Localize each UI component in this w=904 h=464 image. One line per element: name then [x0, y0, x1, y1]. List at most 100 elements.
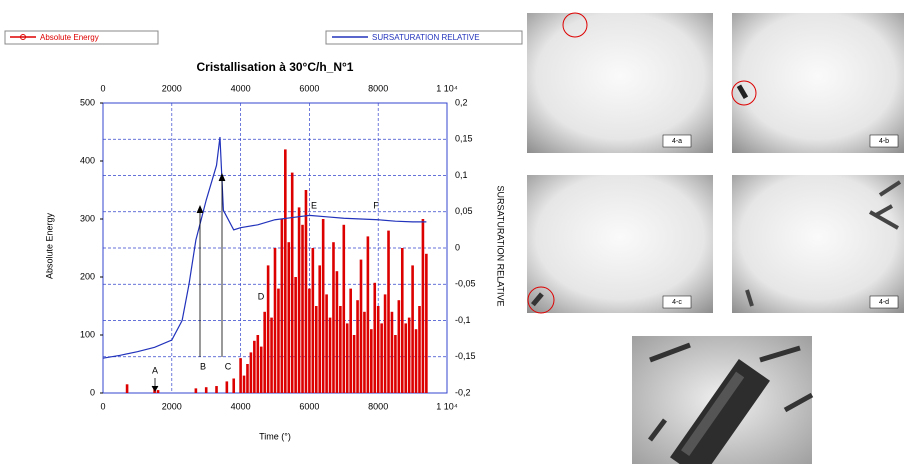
bar	[349, 288, 352, 393]
legend-label: SURSATURATION RELATIVE	[372, 33, 480, 42]
bar	[414, 329, 418, 393]
y-tick-label: 400	[80, 155, 95, 165]
annotation: D	[258, 291, 265, 301]
y-tick-label: 100	[80, 329, 95, 339]
bar	[242, 375, 246, 393]
bar	[380, 323, 383, 393]
chart-title: Cristallisation à 30°C/h_N°1	[197, 60, 354, 74]
y2-tick-label: -0,15	[455, 351, 476, 361]
x-axis-label: Time (°)	[259, 431, 291, 441]
bar	[335, 271, 339, 393]
annotation: B	[200, 361, 206, 371]
panel-label: 4-b	[879, 138, 889, 145]
annotation: F	[373, 200, 379, 210]
bar	[249, 352, 253, 393]
bar	[421, 219, 425, 393]
x-tick-label: 0	[100, 401, 105, 411]
y-tick-label: 500	[80, 97, 95, 107]
x-tick-label: 2000	[162, 401, 182, 411]
bar	[204, 387, 208, 393]
y2-tick-label: -0,2	[455, 387, 471, 397]
y2-tick-label: 0,1	[455, 170, 468, 180]
annotation: E	[311, 200, 317, 210]
y-tick-label: 0	[90, 387, 95, 397]
panel-label: 4-d	[879, 299, 889, 306]
x-top-tick-label: 2000	[162, 83, 182, 93]
legend-label: Absolute Energy	[40, 33, 99, 42]
bar	[318, 265, 322, 393]
bar	[394, 335, 397, 393]
bar	[376, 306, 380, 393]
line	[102, 137, 427, 359]
bar	[325, 294, 328, 393]
bar	[301, 224, 304, 393]
bar	[246, 364, 249, 393]
bar	[390, 311, 394, 393]
bar	[370, 329, 373, 393]
bar	[194, 388, 198, 393]
bar	[297, 207, 301, 393]
bar	[273, 248, 277, 393]
bar	[404, 323, 408, 393]
bar	[400, 248, 404, 393]
y2-tick-label: 0,05	[455, 206, 473, 216]
y-axis-label: Absolute Energy	[44, 212, 54, 279]
x-top-tick-label: 6000	[299, 83, 319, 93]
x-tick-label: 8000	[368, 401, 388, 411]
legend-box	[325, 30, 523, 45]
bar	[363, 311, 366, 393]
bar	[266, 265, 270, 393]
bar	[328, 317, 332, 393]
y-tick-label: 200	[80, 271, 95, 281]
bar	[259, 346, 263, 393]
bar	[366, 236, 370, 393]
x-top-tick-label: 4000	[231, 83, 251, 93]
y2-tick-label: 0,15	[455, 134, 473, 144]
panel-label-box	[662, 134, 692, 148]
bar	[352, 335, 356, 393]
bar	[373, 282, 377, 393]
y2-tick-label: -0,05	[455, 279, 476, 289]
bar	[311, 248, 315, 393]
bar	[332, 242, 335, 393]
bar	[345, 323, 349, 393]
y2-tick-label: 0	[455, 242, 460, 252]
bar	[290, 172, 294, 393]
bar	[239, 358, 242, 393]
y2-axis-label: SURSATURATION RELATIVE	[496, 185, 506, 306]
bar	[387, 230, 390, 393]
x-top-tick-label: 0	[100, 83, 105, 93]
x-top-tick-label: 1 10⁴	[436, 83, 458, 93]
bar	[321, 219, 325, 393]
y-tick-label: 300	[80, 213, 95, 223]
bar	[342, 224, 346, 393]
panel-label-box	[869, 134, 899, 148]
annotation: C	[225, 361, 232, 371]
x-tick-label: 6000	[299, 401, 319, 411]
panel-label-box	[662, 295, 692, 309]
bar	[359, 259, 363, 393]
bar	[225, 381, 229, 393]
micrographs	[527, 12, 904, 464]
bar	[294, 277, 297, 393]
x-top-tick-label: 8000	[368, 83, 388, 93]
bar	[304, 190, 308, 393]
panel-label-box	[869, 295, 899, 309]
bar	[425, 253, 428, 393]
bar	[356, 300, 359, 393]
bar	[383, 294, 387, 393]
bar	[280, 219, 284, 393]
panel-label: 4-c	[672, 299, 682, 306]
bar	[287, 242, 291, 393]
bar	[314, 306, 318, 393]
bar	[284, 149, 287, 393]
y2-tick-label: 0,2	[455, 97, 468, 107]
bar	[263, 311, 266, 393]
bar	[256, 335, 260, 393]
y2-tick-label: -0,1	[455, 315, 471, 325]
bar	[215, 386, 218, 393]
bar	[418, 306, 421, 393]
